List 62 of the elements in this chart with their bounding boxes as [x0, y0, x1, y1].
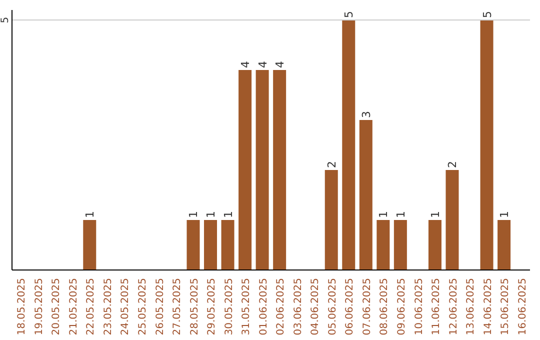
- x-tick-label: 24.05.2025: [120, 278, 132, 336]
- x-tick-label: 16.06.2025: [517, 278, 528, 336]
- data-label: 2: [446, 161, 460, 168]
- x-tick-label: 11.06.2025: [431, 278, 442, 336]
- bar: [446, 170, 459, 270]
- x-tick-label: 05.06.2025: [327, 278, 338, 336]
- x-tick-label: 07.06.2025: [362, 278, 373, 336]
- bar: [376, 220, 390, 270]
- bar: [342, 20, 356, 270]
- bar: [221, 220, 234, 270]
- bar: [238, 70, 252, 270]
- data-label: 4: [256, 61, 270, 68]
- bar: [204, 220, 218, 270]
- data-label: 1: [394, 211, 408, 218]
- x-tick-label: 02.06.2025: [276, 278, 287, 336]
- data-label: 1: [84, 211, 97, 218]
- bar: [498, 220, 511, 270]
- x-tick-label: 22.05.2025: [86, 278, 97, 336]
- data-label: 1: [377, 211, 390, 218]
- x-tick-label: 21.05.2025: [68, 278, 80, 336]
- x-tick-label: 26.05.2025: [154, 278, 166, 336]
- x-tick-label: 29.05.2025: [206, 278, 218, 336]
- x-tick-label: 03.06.2025: [292, 278, 304, 336]
- x-tick-label: 31.05.2025: [241, 278, 252, 336]
- x-tick-label: 09.06.2025: [396, 278, 408, 336]
- x-tick-label: 14.06.2025: [482, 278, 494, 336]
- x-tick-label: 28.05.2025: [189, 278, 200, 336]
- x-tick-label: 12.06.2025: [448, 278, 460, 336]
- data-label: 2: [325, 161, 338, 168]
- x-tick-label: 15.06.2025: [500, 278, 512, 336]
- data-label: 1: [428, 211, 442, 218]
- x-tick-label: 10.06.2025: [414, 278, 425, 336]
- bar: [428, 220, 442, 270]
- x-tick-label: 20.05.2025: [51, 278, 62, 336]
- x-tick-label: 06.06.2025: [344, 278, 356, 336]
- x-tick-label: 27.05.2025: [172, 278, 184, 336]
- data-label: 1: [204, 211, 218, 218]
- data-label: 1: [187, 211, 200, 218]
- x-tick-label: 13.06.2025: [466, 278, 477, 336]
- data-label: 5: [480, 11, 494, 18]
- data-label: 4: [274, 61, 287, 68]
- bar: [359, 120, 372, 270]
- bar: [394, 220, 407, 270]
- data-label: 1: [222, 211, 235, 218]
- x-tick-label: 25.05.2025: [138, 278, 148, 336]
- bar: [324, 170, 338, 270]
- bar: [186, 220, 200, 270]
- data-label: 3: [360, 111, 373, 118]
- bar: [273, 70, 286, 270]
- data-label: 5: [342, 11, 356, 18]
- data-label: 4: [239, 61, 252, 68]
- x-tick-label: 30.05.2025: [224, 278, 235, 336]
- x-tick-label: 08.06.2025: [379, 278, 390, 336]
- data-label: 1: [498, 211, 512, 218]
- x-tick-label: 18.05.2025: [16, 278, 28, 336]
- bar: [480, 20, 494, 270]
- x-tick-label: 23.05.2025: [102, 278, 114, 336]
- x-tick-label: 04.06.2025: [310, 278, 322, 336]
- bar: [256, 70, 269, 270]
- x-tick-label: 19.05.2025: [34, 278, 45, 336]
- bar: [83, 220, 96, 270]
- x-tick-label: 01.06.2025: [258, 278, 270, 336]
